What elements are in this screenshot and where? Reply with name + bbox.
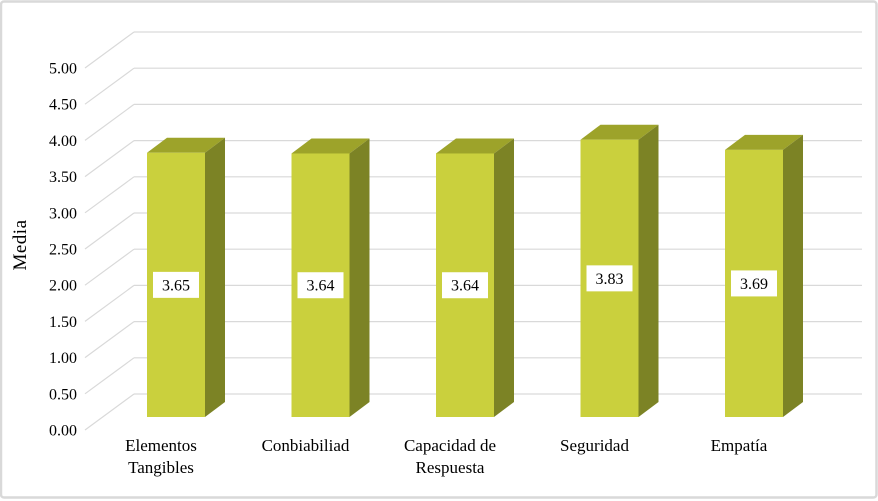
y-tick-label: 1.50: [49, 314, 77, 331]
category-label: Empatía: [711, 436, 768, 455]
y-gridline-diagonal: [84, 248, 135, 286]
value-label-box: [586, 265, 633, 292]
value-label: 3.64: [451, 278, 479, 295]
category-label: Elementos: [125, 436, 197, 455]
y-gridline-diagonal: [84, 393, 135, 431]
y-axis-title: Media: [10, 219, 31, 271]
y-tick-label: 0.00: [49, 423, 77, 440]
bar-top-face: [147, 137, 225, 153]
value-label-box: [153, 271, 199, 298]
y-tick-label: 2.00: [49, 278, 77, 295]
bar-top-face: [725, 134, 803, 150]
y-gridline-diagonal: [84, 67, 135, 105]
y-tick-label: 2.50: [49, 242, 77, 259]
category-label: Capacidad de: [404, 436, 496, 455]
y-gridline-diagonal: [84, 212, 135, 250]
bar-top-face: [580, 124, 659, 140]
value-label-box: [297, 272, 344, 299]
y-gridline-diagonal: [84, 176, 135, 214]
bar-side-face: [783, 134, 803, 417]
y-tick-label: 3.00: [49, 205, 77, 222]
value-label: 3.83: [596, 271, 624, 288]
value-label: 3.64: [307, 278, 335, 295]
value-label: 3.69: [740, 276, 768, 293]
value-label-box: [731, 270, 777, 297]
bar-side-face: [638, 124, 659, 417]
y-tick-label: 0.50: [49, 386, 77, 403]
y-gridline-diagonal: [84, 284, 135, 322]
y-gridline-diagonal: [84, 140, 135, 178]
bar-top-face: [291, 138, 370, 154]
y-tick-label: 4.50: [49, 97, 77, 114]
y-tick-label: 1.00: [49, 350, 77, 367]
category-label: Tangibles: [128, 458, 194, 477]
category-label: Seguridad: [560, 436, 629, 455]
y-gridline-diagonal: [84, 357, 135, 395]
y-tick-label: 4.00: [49, 133, 77, 150]
y-gridline-diagonal: [84, 103, 135, 141]
value-label: 3.65: [162, 277, 190, 294]
category-label: Conbiabiliad: [262, 436, 350, 455]
y-gridline-diagonal: [84, 321, 135, 359]
y-tick-label: 3.50: [49, 169, 77, 186]
category-label: Respuesta: [416, 458, 485, 477]
bar-side-face: [205, 137, 225, 418]
y-tick-label: 5.00: [49, 61, 77, 78]
value-label-box: [442, 272, 488, 299]
bar-top-face: [436, 138, 514, 154]
bar-side-face: [349, 138, 370, 418]
y-gridline-diagonal: [84, 31, 135, 69]
bar-side-face: [494, 138, 514, 418]
